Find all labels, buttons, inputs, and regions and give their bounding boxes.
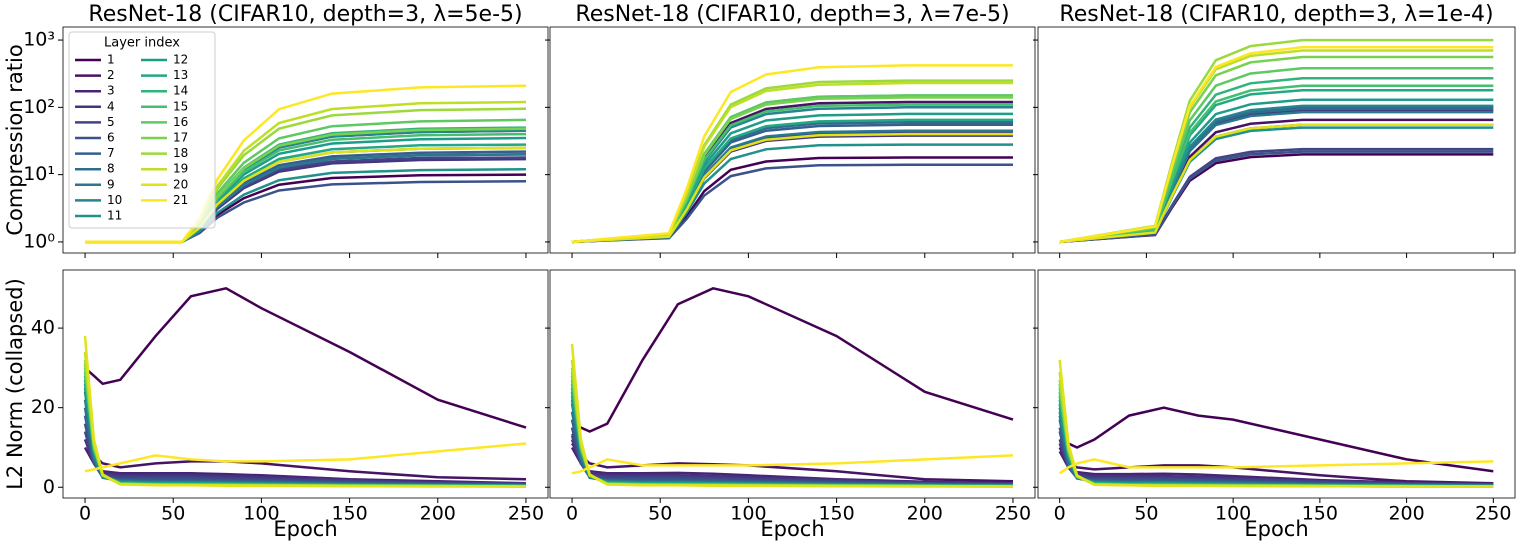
x-tick-label: 100 bbox=[1215, 503, 1251, 525]
series-line bbox=[84, 286, 527, 429]
series-line bbox=[571, 123, 1013, 244]
legend-label: 13 bbox=[173, 68, 188, 82]
legend-title: Layer index bbox=[104, 36, 180, 51]
x-tick-label: 100 bbox=[243, 503, 279, 525]
x-tick-label: 200 bbox=[1388, 503, 1424, 525]
legend-label: 4 bbox=[107, 99, 115, 113]
legend-label: 15 bbox=[173, 99, 188, 113]
legend-label: 21 bbox=[173, 193, 188, 207]
x-tick-label: 250 bbox=[508, 503, 544, 525]
legend-label: 18 bbox=[173, 146, 188, 160]
series-line bbox=[1059, 406, 1494, 473]
y-tick-label: 10¹ bbox=[23, 163, 55, 185]
legend-label: 8 bbox=[107, 162, 115, 176]
series-line bbox=[571, 121, 1013, 244]
series-line bbox=[571, 134, 1013, 244]
plot-frame bbox=[1037, 26, 1516, 254]
series-line bbox=[571, 156, 1013, 244]
legend-label: 10 bbox=[107, 193, 122, 207]
series-line bbox=[570, 379, 1014, 488]
series-line bbox=[84, 442, 527, 473]
x-tick-label: 250 bbox=[1475, 503, 1511, 525]
series-line bbox=[570, 391, 1014, 487]
series-line bbox=[83, 383, 527, 487]
y-axis-label: Compression ratio bbox=[3, 44, 27, 235]
series-line bbox=[1059, 123, 1494, 244]
x-tick-label: 200 bbox=[907, 503, 943, 525]
legend-label: 2 bbox=[107, 68, 115, 82]
x-tick-label: 0 bbox=[79, 503, 91, 525]
chart-title: ResNet-18 (CIFAR10, depth=3, λ=1e-4) bbox=[1059, 2, 1493, 27]
y-tick-label: 20 bbox=[31, 396, 55, 418]
x-tick-label: 150 bbox=[818, 503, 854, 525]
legend-label: 3 bbox=[107, 84, 115, 98]
plot-frame bbox=[549, 26, 1036, 254]
series-line bbox=[571, 163, 1013, 244]
series-line bbox=[1059, 118, 1494, 244]
legend-label: 11 bbox=[107, 209, 122, 223]
x-tick-label: 0 bbox=[566, 503, 578, 525]
y-tick-label: 10³ bbox=[23, 29, 55, 51]
series-line bbox=[1059, 46, 1494, 244]
y-tick-label: 0 bbox=[43, 476, 55, 498]
legend-label: 9 bbox=[107, 177, 115, 191]
legend-label: 17 bbox=[173, 131, 188, 145]
y-axis-label: L2 Norm (collapsed) bbox=[3, 278, 27, 490]
y-tick-label: 10⁰ bbox=[23, 230, 55, 252]
x-tick-label: 50 bbox=[1134, 503, 1158, 525]
plot-frame bbox=[62, 269, 549, 499]
series-line bbox=[83, 335, 526, 488]
legend-label: 12 bbox=[173, 53, 188, 67]
series-line bbox=[570, 343, 1013, 488]
legend-label: 20 bbox=[173, 177, 188, 191]
x-tick-label: 150 bbox=[331, 503, 367, 525]
series-line bbox=[571, 131, 1013, 244]
series-line bbox=[1059, 147, 1494, 244]
series-line bbox=[571, 132, 1013, 244]
y-tick-label: 10² bbox=[23, 96, 55, 118]
series-line bbox=[1059, 153, 1494, 244]
x-axis-label: Epoch bbox=[273, 517, 337, 541]
series-line bbox=[85, 146, 527, 244]
legend-label: 16 bbox=[173, 115, 188, 129]
series-line bbox=[571, 454, 1014, 475]
series-line bbox=[571, 286, 1014, 437]
x-tick-label: 250 bbox=[995, 503, 1031, 525]
series-line bbox=[83, 375, 527, 488]
series-line bbox=[1059, 150, 1494, 244]
legend-label: 5 bbox=[107, 115, 115, 129]
plot-frame bbox=[62, 26, 549, 254]
legend-label: 1 bbox=[107, 53, 115, 67]
chart-title: ResNet-18 (CIFAR10, depth=3, λ=7e-5) bbox=[575, 2, 1009, 27]
plot-frame bbox=[1037, 269, 1516, 499]
chart-title: ResNet-18 (CIFAR10, depth=3, λ=5e-5) bbox=[88, 2, 522, 27]
x-tick-label: 200 bbox=[420, 503, 456, 525]
x-tick-label: 150 bbox=[1302, 503, 1338, 525]
x-axis-label: Epoch bbox=[1244, 517, 1308, 541]
series-line bbox=[83, 379, 527, 488]
legend-box bbox=[68, 31, 216, 229]
series-line bbox=[1058, 458, 1494, 475]
plot-frame bbox=[549, 269, 1036, 499]
series-line bbox=[1059, 110, 1494, 244]
x-tick-label: 50 bbox=[161, 503, 185, 525]
series-line bbox=[83, 371, 527, 488]
y-tick-label: 40 bbox=[31, 317, 55, 339]
series-line bbox=[83, 387, 527, 487]
series-line bbox=[571, 132, 1013, 244]
x-axis-label: Epoch bbox=[760, 517, 824, 541]
legend-label: 6 bbox=[107, 131, 115, 145]
series-line bbox=[1059, 126, 1494, 244]
legend-label: 7 bbox=[107, 146, 115, 160]
series-line bbox=[570, 387, 1014, 488]
legend-label: 19 bbox=[173, 162, 188, 176]
x-tick-label: 100 bbox=[730, 503, 766, 525]
series-line bbox=[85, 84, 527, 244]
x-tick-label: 50 bbox=[648, 503, 672, 525]
series-line bbox=[571, 64, 1013, 244]
series-line bbox=[1059, 123, 1494, 244]
legend-label: 14 bbox=[173, 84, 188, 98]
x-tick-label: 0 bbox=[1054, 503, 1066, 525]
